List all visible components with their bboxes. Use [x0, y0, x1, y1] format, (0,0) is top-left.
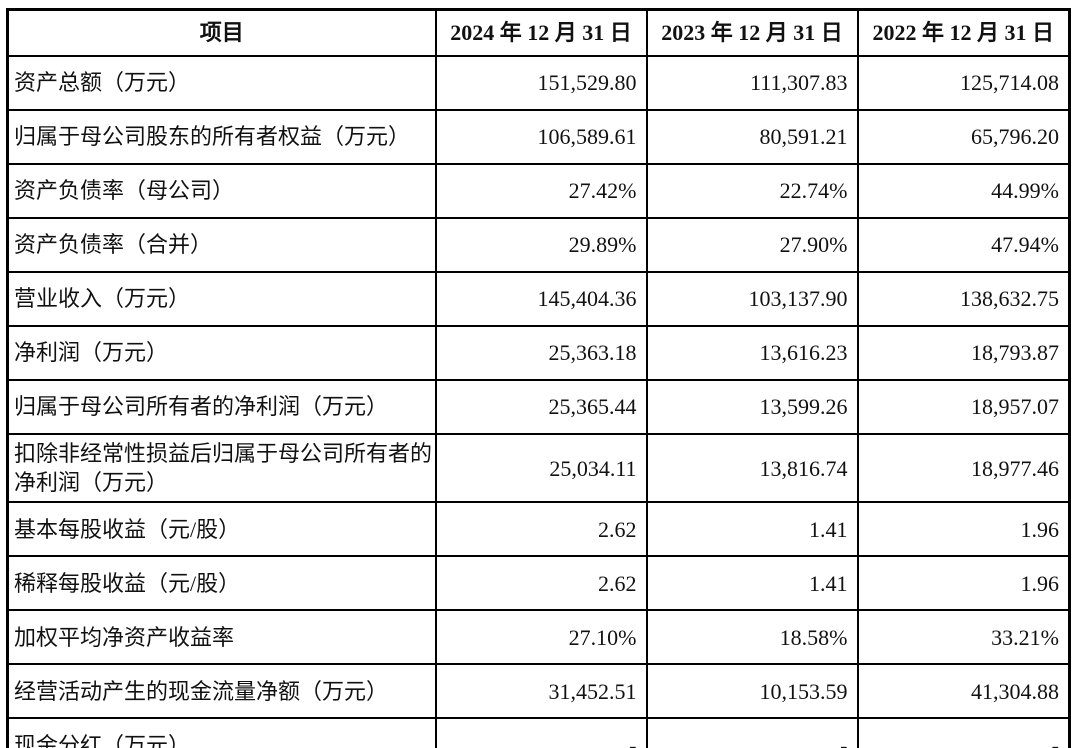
- row-value: 47.94%: [856, 217, 1071, 273]
- row-label: 归属于母公司股东的所有者权益（万元）: [6, 109, 437, 165]
- row-label: 资产总额（万元）: [6, 55, 437, 111]
- row-value: 27.42%: [434, 163, 648, 219]
- table-row: 净利润（万元） 25,363.18 13,616.23 18,793.87: [6, 325, 1071, 381]
- column-header-item: 项目: [6, 8, 437, 57]
- row-value: 25,034.11: [434, 432, 648, 504]
- table-row: 扣除非经常性损益后归属于母公司所有者的净利润（万元） 25,034.11 13,…: [6, 432, 1071, 504]
- table-body: 资产总额（万元） 151,529.80 111,307.83 125,714.0…: [6, 55, 1071, 748]
- header-row: 项目 2024 年 12 月 31 日 2023 年 12 月 31 日 202…: [6, 8, 1071, 57]
- row-value: 1.96: [856, 501, 1071, 558]
- row-value: 25,365.44: [434, 379, 648, 435]
- row-value: 103,137.90: [645, 271, 859, 327]
- row-value: 44.99%: [856, 163, 1071, 219]
- table-row: 资产负债率（母公司） 27.42% 22.74% 44.99%: [6, 163, 1071, 219]
- row-value: 10,153.59: [645, 663, 859, 720]
- row-value: 41,304.88: [856, 663, 1071, 720]
- row-label: 加权平均净资产收益率: [6, 609, 437, 666]
- row-label: 基本每股收益（元/股）: [6, 501, 437, 558]
- row-value: 138,632.75: [856, 271, 1071, 327]
- row-value: 13,599.26: [645, 379, 859, 435]
- table-row: 基本每股收益（元/股） 2.62 1.41 1.96: [6, 501, 1071, 558]
- row-value: 33.21%: [856, 609, 1071, 666]
- row-value: 1.41: [645, 501, 859, 558]
- row-value: 1.96: [856, 555, 1071, 612]
- row-value: 22.74%: [645, 163, 859, 219]
- row-value: 18,793.87: [856, 325, 1071, 381]
- row-value: 106,589.61: [434, 109, 648, 165]
- row-label: 归属于母公司所有者的净利润（万元）: [6, 379, 437, 435]
- table-row: 营业收入（万元） 145,404.36 103,137.90 138,632.7…: [6, 271, 1071, 327]
- row-value: 125,714.08: [856, 55, 1071, 111]
- table-row: 加权平均净资产收益率 27.10% 18.58% 33.21%: [6, 609, 1071, 666]
- row-value: 31,452.51: [434, 663, 648, 720]
- row-value: 13,616.23: [645, 325, 859, 381]
- row-value: 27.90%: [645, 217, 859, 273]
- financial-summary-table: 项目 2024 年 12 月 31 日 2023 年 12 月 31 日 202…: [6, 8, 1071, 748]
- row-value: 29.89%: [434, 217, 648, 273]
- row-value: -: [856, 717, 1071, 748]
- row-value: 1.41: [645, 555, 859, 612]
- row-value: 151,529.80: [434, 55, 648, 111]
- column-header-2023: 2023 年 12 月 31 日: [645, 8, 859, 57]
- row-label: 资产负债率（母公司）: [6, 163, 437, 219]
- row-label: 经营活动产生的现金流量净额（万元）: [6, 663, 437, 720]
- row-value: 2.62: [434, 501, 648, 558]
- column-header-2022: 2022 年 12 月 31 日: [856, 8, 1071, 57]
- row-value: 145,404.36: [434, 271, 648, 327]
- row-value: 25,363.18: [434, 325, 648, 381]
- row-label: 资产负债率（合并）: [6, 217, 437, 273]
- table-row: 资产总额（万元） 151,529.80 111,307.83 125,714.0…: [6, 55, 1071, 111]
- column-header-2024: 2024 年 12 月 31 日: [434, 8, 648, 57]
- row-value: 65,796.20: [856, 109, 1071, 165]
- row-label: 现金分红（万元）: [6, 717, 437, 748]
- row-label: 净利润（万元）: [6, 325, 437, 381]
- row-value: 2.62: [434, 555, 648, 612]
- table-row: 经营活动产生的现金流量净额（万元） 31,452.51 10,153.59 41…: [6, 663, 1071, 720]
- row-value: 18,957.07: [856, 379, 1071, 435]
- table-row: 稀释每股收益（元/股） 2.62 1.41 1.96: [6, 555, 1071, 612]
- row-value: -: [645, 717, 859, 748]
- row-value: 13,816.74: [645, 432, 859, 504]
- row-value: -: [434, 717, 648, 748]
- row-label: 稀释每股收益（元/股）: [6, 555, 437, 612]
- table-row: 现金分红（万元） - - -: [6, 717, 1071, 748]
- row-value: 27.10%: [434, 609, 648, 666]
- row-label: 扣除非经常性损益后归属于母公司所有者的净利润（万元）: [6, 432, 437, 504]
- table-row: 归属于母公司所有者的净利润（万元） 25,365.44 13,599.26 18…: [6, 379, 1071, 435]
- table-row: 归属于母公司股东的所有者权益（万元） 106,589.61 80,591.21 …: [6, 109, 1071, 165]
- row-value: 111,307.83: [645, 55, 859, 111]
- row-value: 80,591.21: [645, 109, 859, 165]
- row-value: 18.58%: [645, 609, 859, 666]
- row-value: 18,977.46: [856, 432, 1071, 504]
- table-header: 项目 2024 年 12 月 31 日 2023 年 12 月 31 日 202…: [6, 8, 1071, 57]
- table-row: 资产负债率（合并） 29.89% 27.90% 47.94%: [6, 217, 1071, 273]
- row-label: 营业收入（万元）: [6, 271, 437, 327]
